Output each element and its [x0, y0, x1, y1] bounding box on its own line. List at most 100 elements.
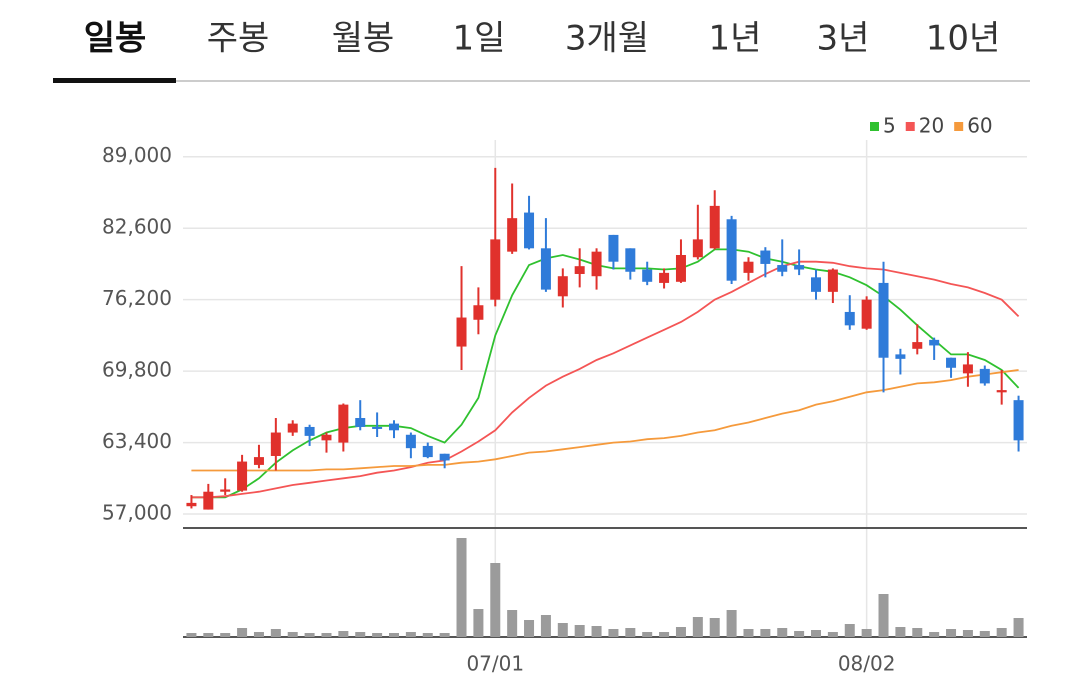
- candle-body: [524, 212, 535, 249]
- candle-body: [253, 457, 264, 465]
- candle-body: [979, 368, 990, 384]
- moving-average-line: [191, 369, 1019, 472]
- volume-bar: [355, 632, 366, 637]
- legend-label: 60: [967, 114, 992, 138]
- candle-body: [777, 265, 788, 272]
- y-tick-label: 89,000: [102, 143, 172, 167]
- candle-body: [355, 418, 366, 427]
- volume-bar: [186, 633, 197, 637]
- volume-bar: [405, 632, 416, 637]
- candle-body: [1013, 400, 1024, 441]
- candle-body: [540, 248, 551, 290]
- tab[interactable]: 일봉: [84, 19, 147, 59]
- candle-body: [929, 339, 940, 346]
- volume-bar: [608, 629, 619, 637]
- volume-bar: [760, 629, 771, 637]
- candle-body: [625, 248, 636, 272]
- candle-body: [287, 423, 298, 433]
- candle-body: [456, 317, 467, 347]
- tab[interactable]: 3개월: [565, 19, 649, 59]
- candle-body: [760, 250, 771, 264]
- tab[interactable]: 1년: [709, 19, 762, 59]
- candle-body: [996, 390, 1007, 393]
- volume-bar: [743, 629, 754, 637]
- candle-body: [372, 426, 383, 429]
- volume-bar: [625, 628, 636, 637]
- candle-body: [946, 357, 957, 368]
- candle-body: [608, 234, 619, 262]
- volume-bar: [726, 610, 737, 637]
- candle-body: [659, 272, 670, 283]
- candle-body: [490, 239, 501, 300]
- volume-bar: [473, 609, 484, 637]
- candle-body: [304, 426, 315, 436]
- volume-bar: [878, 594, 889, 637]
- volume-bar: [338, 631, 349, 637]
- candle-body: [675, 255, 686, 282]
- volume-bar: [979, 631, 990, 637]
- candle-body: [642, 269, 653, 282]
- volume-bar: [591, 626, 602, 637]
- volume-bar: [372, 633, 383, 637]
- tab[interactable]: 3년: [817, 19, 870, 59]
- volume-bar: [895, 627, 906, 637]
- candle-body: [574, 266, 585, 274]
- volume-bar: [912, 628, 923, 637]
- candle-body: [844, 311, 855, 326]
- candle-body: [389, 423, 399, 431]
- volume-bar: [389, 633, 399, 637]
- candle-body: [507, 218, 518, 252]
- legend-swatch: [954, 122, 964, 131]
- candle-body: [321, 434, 332, 441]
- candle-body: [473, 305, 484, 320]
- candle-body: [794, 265, 805, 270]
- legend-swatch: [905, 122, 915, 131]
- volume-bar: [996, 628, 1007, 637]
- tab[interactable]: 주봉: [207, 19, 270, 59]
- candle-body: [270, 432, 281, 456]
- tab-underline: [53, 78, 176, 83]
- volume-bar: [287, 632, 298, 637]
- volume-bar: [659, 632, 670, 637]
- candle-body: [912, 342, 923, 349]
- volume-bar: [253, 632, 264, 637]
- volume-bar: [237, 628, 248, 637]
- candle-body: [692, 239, 703, 258]
- tab[interactable]: 10년: [926, 19, 1001, 59]
- candle-body: [557, 276, 568, 297]
- candle-body: [220, 489, 231, 492]
- y-tick-label: 82,600: [102, 215, 172, 239]
- volume-bar: [439, 633, 450, 637]
- x-tick-label: 07/01: [466, 652, 524, 676]
- candle-body: [186, 502, 197, 507]
- candle-body: [203, 491, 214, 510]
- candle-body: [338, 404, 349, 443]
- candle-body: [422, 445, 433, 458]
- candle-body: [439, 453, 450, 461]
- y-tick-label: 57,000: [102, 501, 172, 525]
- volume-bar: [962, 630, 973, 637]
- candle-body: [237, 461, 248, 491]
- candle-body: [895, 354, 906, 359]
- y-tick-label: 69,800: [102, 358, 172, 382]
- volume-bar: [422, 633, 433, 637]
- moving-average-line: [191, 248, 1020, 499]
- volume-bar: [456, 538, 467, 637]
- volume-bar: [692, 617, 703, 637]
- legend-swatch: [870, 122, 879, 131]
- volume-bar: [507, 610, 518, 637]
- candle-body: [811, 277, 821, 292]
- volume-bar: [777, 628, 788, 637]
- candle-body: [878, 282, 889, 358]
- tab[interactable]: 1일: [453, 19, 506, 59]
- volume-bar: [540, 615, 551, 637]
- volume-bar: [270, 629, 281, 637]
- volume-bar: [929, 632, 940, 637]
- candle-body: [743, 261, 754, 273]
- volume-bar: [203, 633, 214, 637]
- tab[interactable]: 월봉: [332, 19, 395, 59]
- candle-body: [861, 299, 872, 329]
- volume-bar: [675, 627, 686, 637]
